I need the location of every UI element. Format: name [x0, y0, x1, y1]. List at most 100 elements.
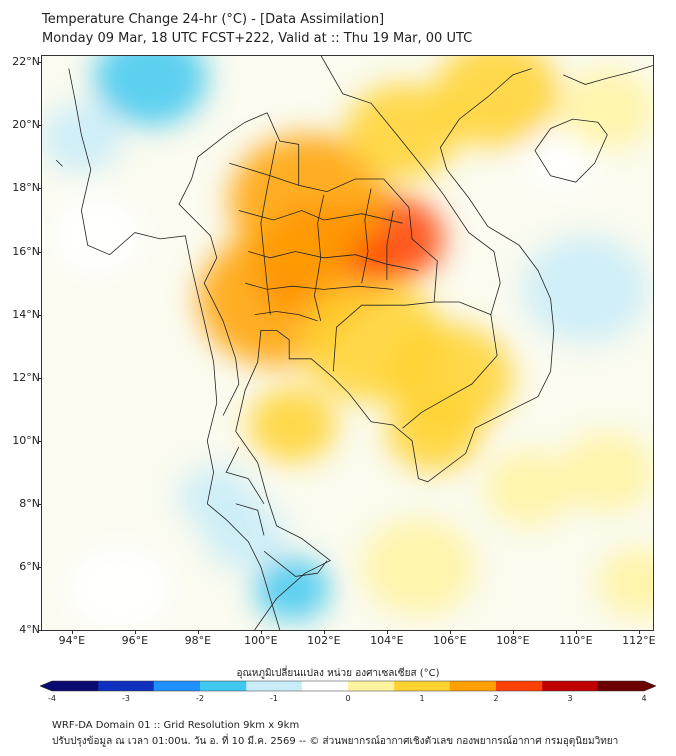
longitude-label: 112°E [622, 634, 655, 647]
longitude-label: 94°E [59, 634, 85, 647]
chart-title: Temperature Change 24-hr (°C) - [Data As… [42, 12, 384, 27]
colorbar-segment [163, 681, 173, 691]
latitude-tick [38, 188, 42, 189]
colorbar-tick-label: -1 [270, 694, 278, 703]
colorbar-segment [219, 681, 229, 691]
longitude-label: 104°E [370, 634, 403, 647]
colorbar-segment [385, 681, 395, 691]
colorbar-segment [182, 681, 192, 691]
colorbar-segment [71, 681, 81, 691]
colorbar-segment [145, 681, 155, 691]
colorbar-segment [607, 681, 617, 691]
colorbar-segment [98, 681, 108, 691]
chart-subtitle: Monday 09 Mar, 18 UTC FCST+222, Valid at… [42, 31, 472, 46]
latitude-label: 8°N [2, 497, 40, 510]
colorbar-tick-label: -4 [48, 694, 56, 703]
colorbar-segment [61, 681, 71, 691]
colorbar [40, 680, 656, 694]
colorbar-segment [135, 681, 145, 691]
colorbar-segment [524, 681, 534, 691]
colorbar-segment [117, 681, 127, 691]
colorbar-segment [598, 681, 608, 691]
longitude-label: 106°E [433, 634, 466, 647]
longitude-tick [72, 630, 73, 634]
longitude-tick [135, 630, 136, 634]
latitude-label: 12°N [2, 371, 40, 384]
latitude-tick [38, 62, 42, 63]
colorbar-segment [246, 681, 256, 691]
colorbar-tick-label: -2 [196, 694, 204, 703]
longitude-label: 110°E [559, 634, 592, 647]
longitude-tick [450, 630, 451, 634]
colorbar-segment [404, 681, 414, 691]
colorbar-segment [330, 681, 340, 691]
colorbar-segment [496, 681, 506, 691]
field-blob [560, 69, 653, 149]
colorbar-segment [228, 681, 238, 691]
colorbar-segment [579, 681, 589, 691]
field-blob [560, 432, 653, 512]
colorbar-segment [533, 681, 543, 691]
colorbar-segment [561, 681, 571, 691]
longitude-tick [513, 630, 514, 634]
colorbar-tick-label: -3 [122, 694, 130, 703]
colorbar-segment [357, 681, 367, 691]
colorbar-tick-label: 1 [419, 694, 424, 703]
colorbar-segment [89, 681, 99, 691]
colorbar-tick-label: 3 [567, 694, 572, 703]
colorbar-segment [570, 681, 580, 691]
colorbar-segment [422, 681, 432, 691]
colorbar-segment [339, 681, 349, 691]
colorbar-segment [283, 681, 293, 691]
colorbar-segment [626, 681, 636, 691]
colorbar-segment [459, 681, 469, 691]
temperature-map [42, 56, 653, 630]
field-blob [346, 84, 459, 180]
colorbar-segment [191, 681, 201, 691]
colorbar-tick-label: 0 [345, 694, 350, 703]
field-blob [485, 451, 573, 526]
latitude-label: 22°N [2, 55, 40, 68]
colorbar-segment [311, 681, 321, 691]
longitude-tick [576, 630, 577, 634]
latitude-label: 16°N [2, 245, 40, 258]
longitude-label: 98°E [185, 634, 211, 647]
colorbar-segment [320, 681, 330, 691]
colorbar-segment [394, 681, 404, 691]
colorbar-tick-label: 4 [641, 694, 646, 703]
latitude-label: 6°N [2, 560, 40, 573]
field-blob [362, 519, 475, 615]
colorbar-segment [616, 681, 626, 691]
colorbar-segment [274, 681, 284, 691]
field-blob [248, 388, 336, 463]
latitude-label: 10°N [2, 434, 40, 447]
colorbar-segment [468, 681, 478, 691]
map-panel [41, 55, 654, 631]
longitude-label: 100°E [244, 634, 277, 647]
colorbar-segment [265, 681, 275, 691]
colorbar-segment [256, 681, 266, 691]
footer-credit: ปรับปรุงข้อมูล ณ เวลา 01:00น. วัน อ. ที่… [52, 734, 618, 749]
colorbar-segment [413, 681, 423, 691]
longitude-tick [324, 630, 325, 634]
latitude-label: 4°N [2, 623, 40, 636]
latitude-label: 18°N [2, 181, 40, 194]
colorbar-segment [209, 681, 219, 691]
longitude-tick [387, 630, 388, 634]
colorbar-segment [431, 681, 441, 691]
colorbar-segment [126, 681, 136, 691]
colorbar-segment [589, 681, 599, 691]
colorbar-segment [478, 681, 488, 691]
colorbar-segment [154, 681, 164, 691]
colorbar-segment [172, 681, 182, 691]
longitude-label: 108°E [496, 634, 529, 647]
field-blob [522, 236, 648, 343]
colorbar-segment [450, 681, 460, 691]
colorbar-max-arrow [644, 681, 656, 691]
latitude-tick [38, 315, 42, 316]
colorbar-segment [515, 681, 525, 691]
latitude-tick [38, 125, 42, 126]
colorbar-segment [293, 681, 303, 691]
field-blob [47, 193, 148, 279]
footer-model-info: WRF-DA Domain 01 :: Grid Resolution 9km … [52, 720, 299, 731]
